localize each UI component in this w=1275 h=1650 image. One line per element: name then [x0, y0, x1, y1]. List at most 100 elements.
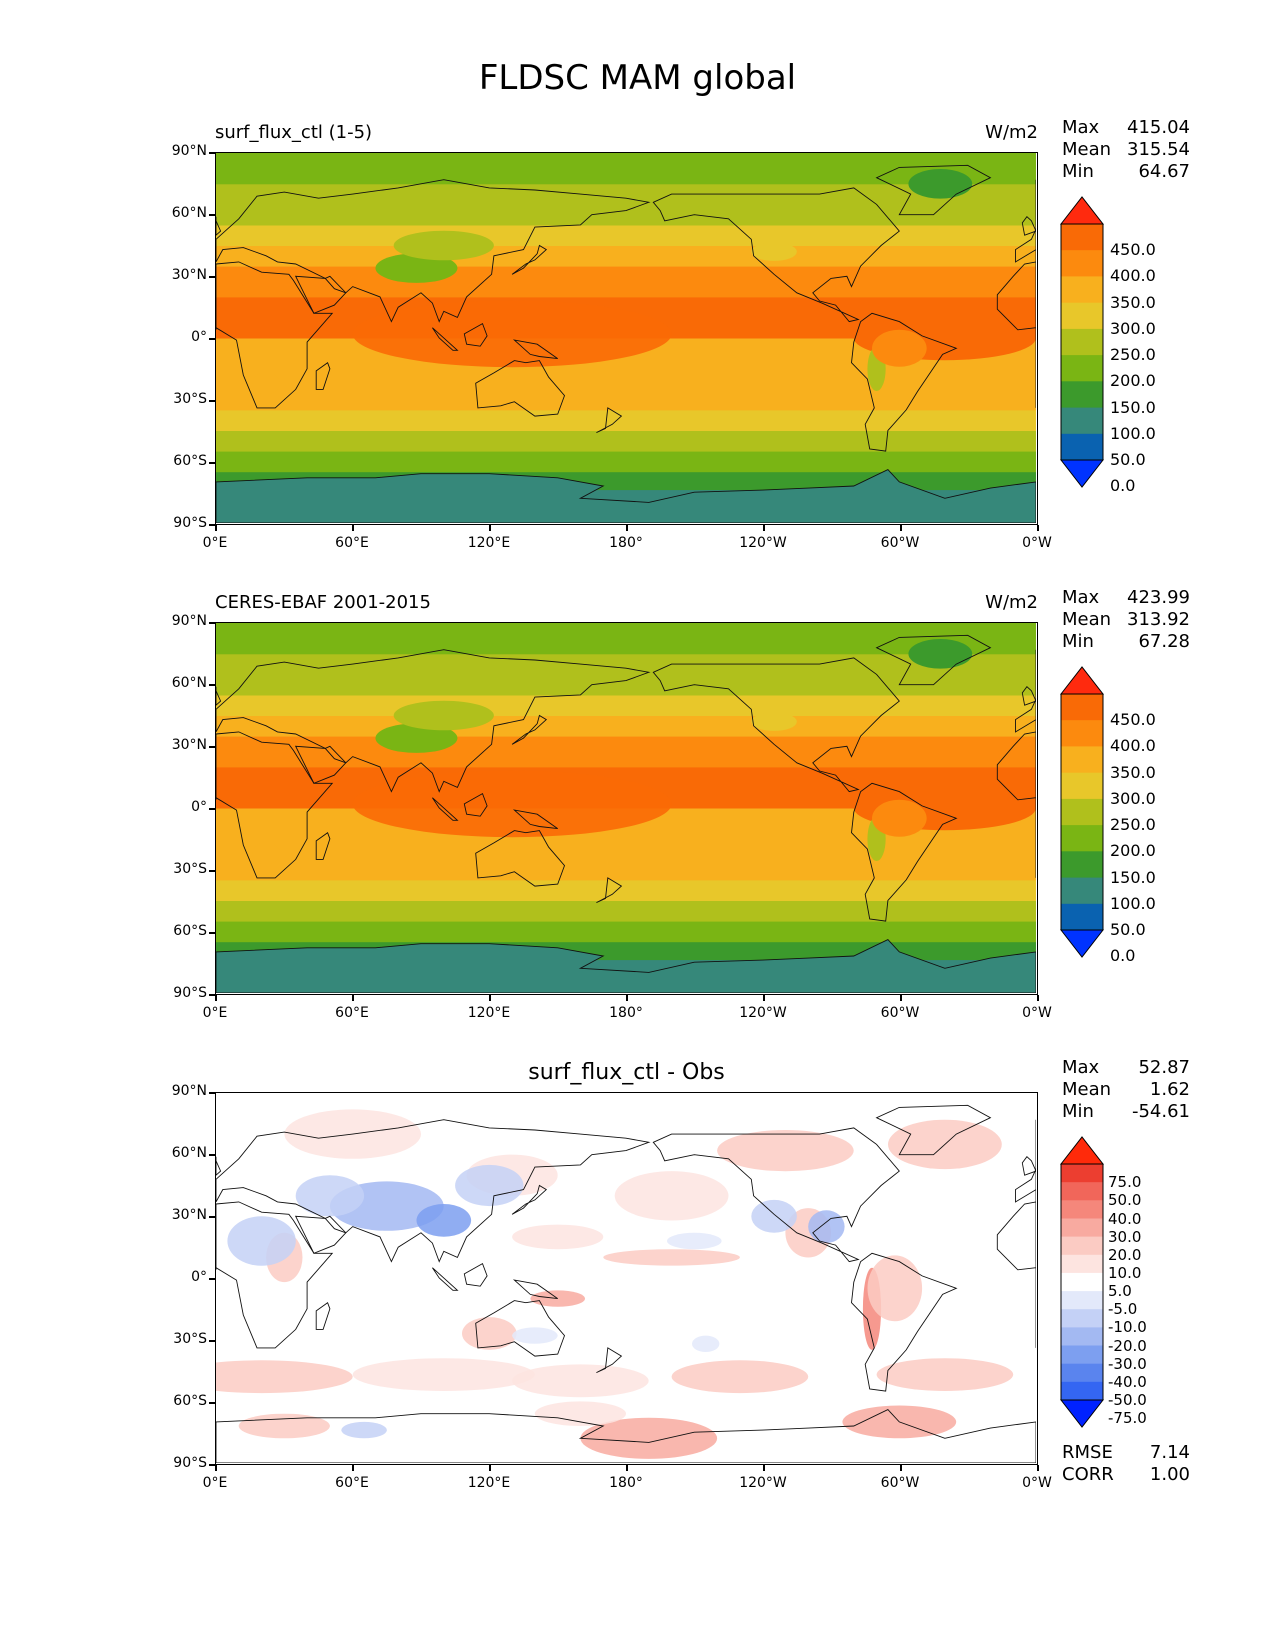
x-tick-mark — [489, 1465, 491, 1471]
coastline-uk — [216, 1156, 222, 1176]
units-label: W/m2 — [985, 592, 1038, 613]
colorbar-tick-label: 0.0 — [1110, 946, 1136, 966]
field-band — [216, 204, 1036, 226]
field-band — [216, 623, 1036, 655]
coastline-madagascar — [315, 831, 331, 860]
colorbar-segment — [1061, 328, 1103, 356]
coastline-africa — [216, 261, 334, 409]
coastline-sumatra — [432, 1267, 459, 1291]
x-tick-label: 120°W — [739, 535, 787, 551]
colorbar-segment — [1061, 746, 1103, 774]
x-tick-label: 120°E — [467, 1475, 511, 1491]
field-band — [216, 409, 1036, 431]
coastline-arabia — [294, 1215, 347, 1254]
map-obs — [215, 622, 1038, 995]
colorbar-tick-label: -50.0 — [1108, 1391, 1147, 1409]
diff-positive-patch — [534, 1401, 626, 1426]
field-band — [216, 715, 1036, 737]
colorbar-tick-label: 300.0 — [1110, 318, 1156, 338]
field-band — [216, 430, 1036, 452]
colorbar-segment — [1061, 798, 1103, 826]
mean-label: Mean — [1062, 609, 1112, 630]
colorbar-segment — [1061, 877, 1103, 905]
field-band — [216, 379, 1036, 411]
colorbar-segment — [1061, 250, 1103, 277]
colorbar-tick-label: 350.0 — [1110, 292, 1156, 312]
min-label: Min — [1062, 161, 1094, 182]
colorbar-extend-max — [1059, 1136, 1105, 1165]
y-tick-label: 30°S — [173, 861, 207, 877]
colorbar-labels: 450.0 400.0 350.0 300.0 250.0 200.0 150.0 100.0… — [1110, 666, 1190, 965]
x-tick-label: 60°W — [880, 535, 920, 551]
x-tick-mark — [1037, 1465, 1039, 1471]
colorbar-segment — [1061, 1291, 1103, 1310]
colorbar-tick-label: 100.0 — [1110, 893, 1156, 913]
min-label: Min — [1062, 1101, 1094, 1122]
max-label: Max — [1062, 117, 1100, 138]
coastline-sumatra — [432, 797, 459, 821]
x-tick-label: 0°E — [202, 1005, 228, 1021]
mean-value: 315.54 — [1127, 139, 1190, 160]
panel-title: surf_flux_ctl - Obs — [528, 1060, 725, 1085]
x-tick-mark — [1037, 995, 1039, 1001]
colorbar-segment — [1061, 224, 1103, 251]
coastline-antarctica — [216, 469, 1036, 523]
y-tick-mark — [209, 1402, 215, 1404]
colorbar-segment — [1061, 381, 1103, 408]
x-tick-label: 60°W — [880, 1005, 920, 1021]
colorbar-segment — [1061, 1345, 1103, 1365]
y-tick-label: 90°S — [173, 515, 207, 531]
x-tick-mark — [900, 1465, 902, 1471]
colorbar-labels: 450.0 400.0 350.0 300.0 250.0 200.0 150.0 100.0… — [1110, 196, 1190, 495]
colorbar — [1059, 1136, 1105, 1428]
colorbar-outline — [1060, 1163, 1104, 1401]
colorbar-tick-label: 350.0 — [1110, 762, 1156, 782]
colorbar-segment — [1061, 694, 1103, 721]
x-tick-label: 120°E — [467, 1005, 511, 1021]
colorbar-segment — [1061, 1272, 1103, 1292]
y-tick-label: 30°N — [171, 1207, 207, 1223]
colorbar-segment — [1061, 1218, 1103, 1238]
colorbar-tick-label: 50.0 — [1110, 450, 1146, 469]
field-band — [216, 266, 1036, 298]
coastline-africa-wrap — [996, 1201, 1036, 1348]
colorbar-extend-max — [1059, 196, 1105, 225]
y-tick-mark — [209, 622, 215, 624]
field-band — [216, 849, 1036, 881]
field-patch — [252, 842, 280, 865]
diff-negative-patch — [295, 1175, 365, 1217]
colorbar-svg — [1059, 666, 1105, 958]
map-canvas — [216, 1093, 1036, 1463]
colorbar-tick-label: 20.0 — [1108, 1245, 1142, 1264]
coastline-arabia — [294, 745, 347, 784]
y-tick-mark — [209, 1464, 215, 1466]
coastline-namerica — [652, 657, 900, 793]
colorbar-tick-label: 400.0 — [1110, 266, 1156, 286]
colorbar-extend-min — [1059, 459, 1105, 488]
colorbar — [1059, 196, 1105, 488]
colorbar-segment — [1061, 276, 1103, 304]
coastline-newguinea — [512, 339, 558, 360]
field-band — [216, 245, 1036, 267]
y-tick-mark — [209, 524, 215, 526]
y-tick-label: 60°N — [171, 1145, 207, 1161]
y-tick-label: 60°S — [173, 1393, 207, 1409]
field-patch — [751, 712, 797, 731]
field-patch-greenland — [908, 169, 973, 199]
colorbar-outline — [1060, 693, 1104, 931]
colorbar-svg — [1059, 196, 1105, 488]
y-tick-mark — [209, 462, 215, 464]
coastline-uk-wrap — [1021, 1156, 1036, 1176]
max-value: 52.87 — [1138, 1057, 1190, 1078]
field-band — [216, 900, 1036, 922]
colorbar-tick-label: 200.0 — [1110, 841, 1156, 861]
diff-negative-patch — [808, 1210, 845, 1243]
x-tick-mark — [352, 995, 354, 1001]
colorbar-tick-label: 200.0 — [1110, 371, 1156, 391]
y-tick-label: 30°N — [171, 737, 207, 753]
mean-label: Mean — [1062, 1079, 1112, 1100]
coastline-japan — [511, 714, 548, 745]
map-canvas — [216, 153, 1036, 523]
y-tick-label: 60°N — [171, 205, 207, 221]
coastline-samerica — [851, 1252, 958, 1392]
